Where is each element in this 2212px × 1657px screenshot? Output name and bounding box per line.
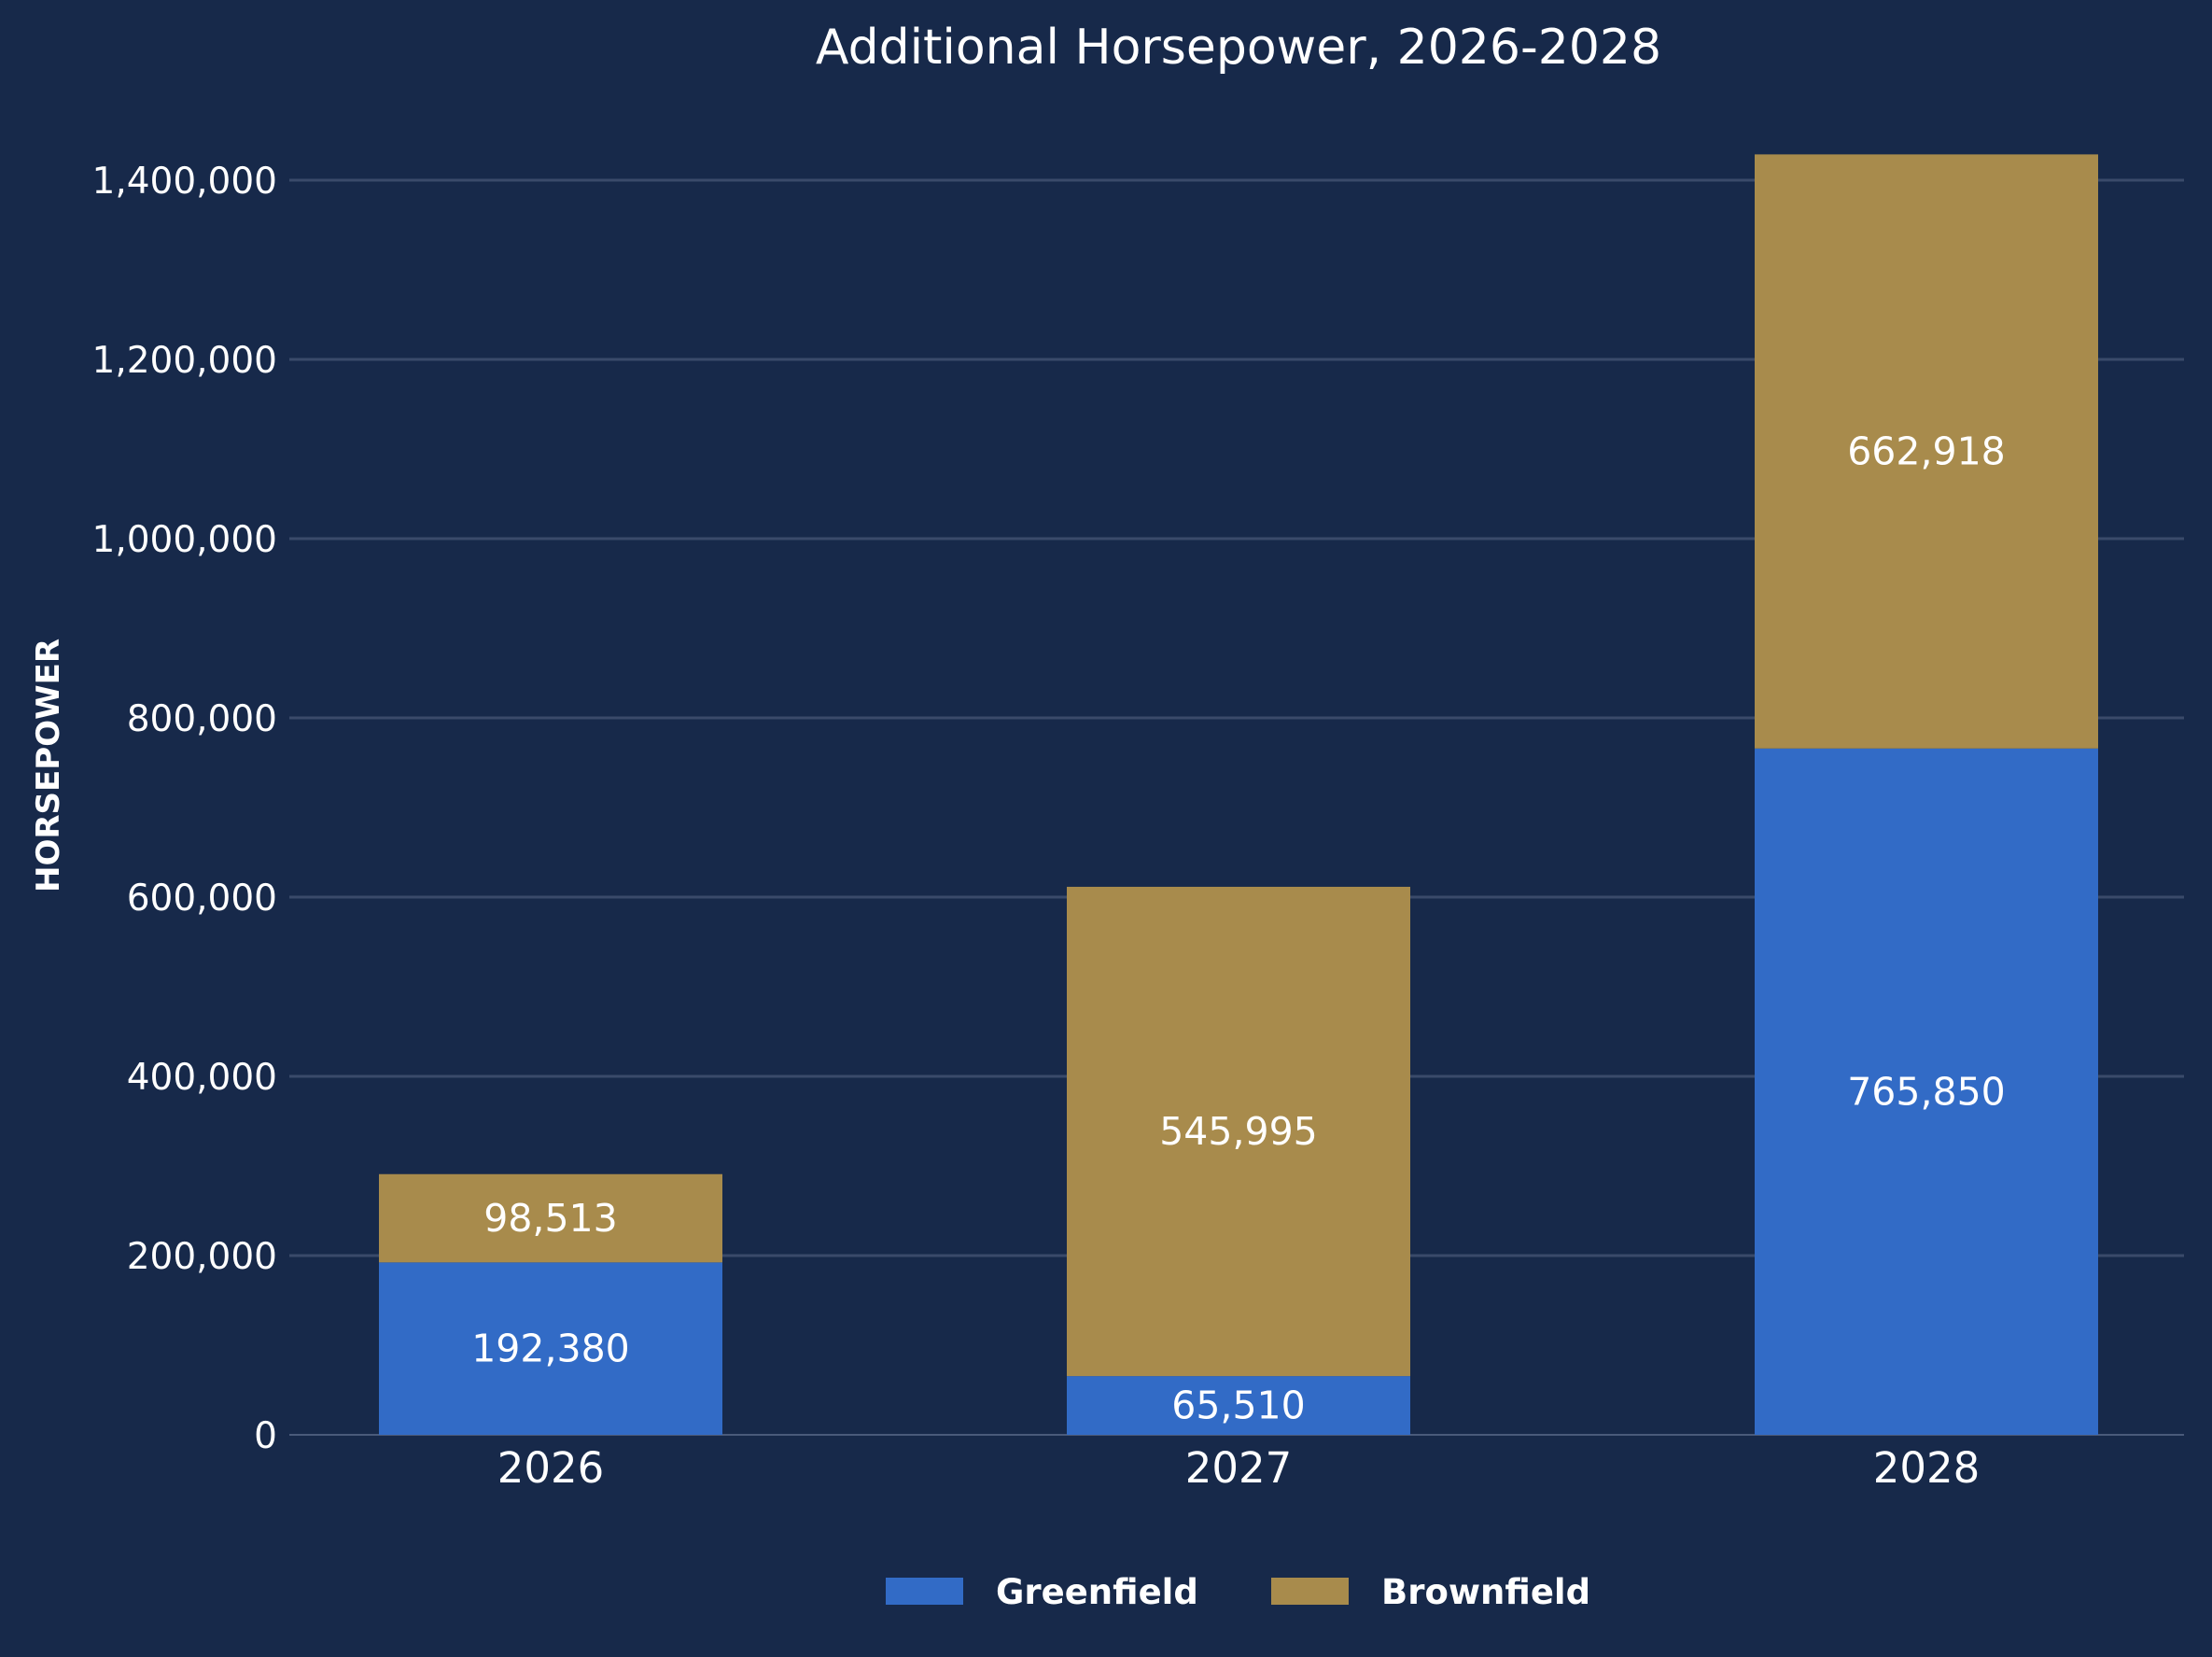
y-tick-label: 800,000 [127,698,277,740]
bar-greenfield-2027 [1067,1376,1410,1435]
data-labels: 192,380 98,513 65,510 545,995 765,850 662,918 [471,429,2006,1428]
legend-swatch-brownfield [1271,1578,1349,1605]
y-tick-label: 1,400,000 [92,161,278,203]
y-axis-label: HORSEPOWER [30,639,67,892]
x-tick-label: 2027 [1185,1443,1293,1493]
bar-brownfield-2028 [1755,154,2098,749]
bars [379,154,2098,1435]
data-label: 765,850 [1847,1069,2006,1114]
chart-title: Additional Horsepower, 2026-2028 [816,20,1661,76]
y-tick-label: 0 [254,1415,277,1457]
data-label: 662,918 [1847,429,2006,474]
legend-item-greenfield: Greenfield [886,1572,1198,1612]
data-label: 98,513 [483,1196,617,1241]
bar-brownfield-2027 [1067,886,1410,1377]
data-label: 65,510 [1171,1383,1305,1428]
legend: Greenfield Brownfield [886,1572,1590,1612]
y-tick-label: 200,000 [127,1236,277,1278]
legend-label: Greenfield [996,1572,1198,1612]
legend-label: Brownfield [1381,1572,1590,1612]
bar-brownfield-2026 [379,1173,722,1263]
bar-greenfield-2028 [1755,748,2098,1435]
legend-swatch-greenfield [886,1578,963,1605]
x-tick-label: 2028 [1873,1443,1981,1493]
data-label: 545,995 [1159,1109,1318,1154]
data-label: 192,380 [471,1327,630,1371]
y-tick-label: 1,200,000 [92,340,278,382]
y-tick-label: 400,000 [127,1057,277,1099]
legend-item-brownfield: Brownfield [1271,1572,1590,1612]
bar-greenfield-2026 [379,1262,722,1435]
y-tick-label: 600,000 [127,878,277,920]
x-axis-ticks: 2026 2027 2028 [497,1443,1981,1493]
y-axis-ticks: 0 200,000 400,000 600,000 800,000 1,000,000 1,… [92,161,278,1457]
x-tick-label: 2026 [497,1443,605,1493]
y-tick-label: 1,000,000 [92,519,278,561]
